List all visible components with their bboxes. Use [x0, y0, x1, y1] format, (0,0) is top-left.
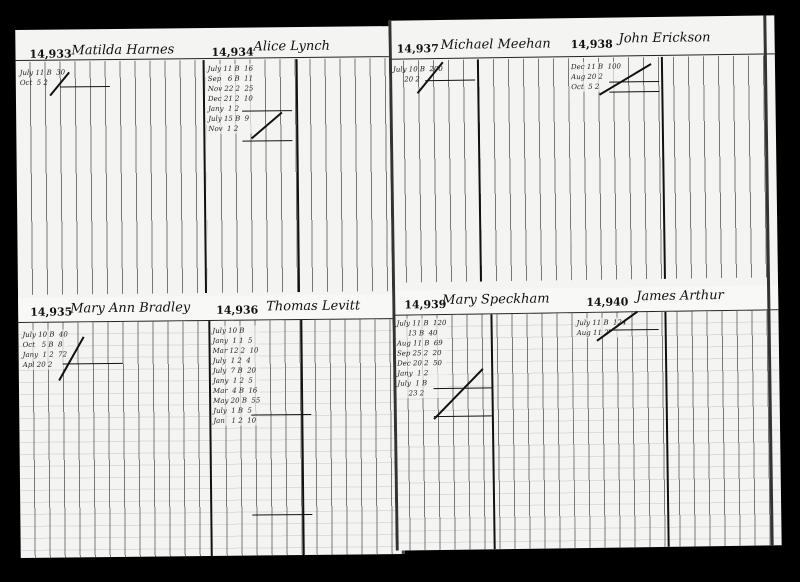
- account-number: 14,935: [30, 305, 73, 319]
- account-number: 14,938: [570, 37, 613, 52]
- account-holder-name: Thomas Levitt: [266, 298, 361, 315]
- account-entries: July 11 B 16 Sep 6 B 11 Nov 22 2 25 Dec …: [207, 63, 254, 135]
- account-14936: 14,936 Thomas Levitt July 10 B Jany 1 1 …: [210, 288, 405, 556]
- ledger-upper-section: 14,933 Matilda Harnes July 11 B 30 Oct 5…: [15, 26, 402, 296]
- account-number: 14,940: [586, 295, 629, 309]
- ledger-lower-section: 14,935 Mary Ann Bradley July 10 B 40 Oct…: [18, 288, 405, 558]
- account-holder-name: Alice Lynch: [253, 38, 331, 55]
- account-entries: July 10 B 40 Oct 5 B 8 Jany 1 2 72 Apl 2…: [22, 329, 69, 370]
- account-14940: 14,940 James Arthur July 11 B 124 Aug 11…: [572, 273, 782, 549]
- account-entries: July 10 B 200 20 2: [392, 64, 443, 84]
- ledger-upper-section: 14,937 Michael Meehan July 10 B 200 20 2…: [388, 15, 778, 283]
- account-number: 14,933: [29, 47, 72, 61]
- ledger-lower-section: 14,939 Mary Speckham July 11 B 120 13 B …: [392, 273, 782, 551]
- account-14933: 14,933 Matilda Harnes July 11 B 30 Oct 5…: [15, 28, 209, 296]
- account-number: 14,934: [211, 45, 254, 59]
- account-14934: 14,934 Alice Lynch July 11 B 16 Sep 6 B …: [205, 26, 402, 294]
- account-holder-name: Mary Ann Bradley: [70, 300, 191, 317]
- account-14935: 14,935 Mary Ann Bradley July 10 B 40 Oct…: [18, 290, 211, 558]
- account-number: 14,936: [216, 303, 259, 317]
- account-holder-name: Michael Meehan: [440, 36, 551, 53]
- account-entries: Dec 11 B 100 Aug 20 2 Oct 5 2: [570, 61, 622, 93]
- account-number: 14,937: [396, 42, 439, 56]
- ledger-right-page: 14,937 Michael Meehan July 10 B 200 20 2…: [388, 15, 782, 551]
- account-14939: 14,939 Mary Speckham July 11 B 120 13 B …: [392, 276, 576, 551]
- account-number: 14,939: [404, 297, 447, 312]
- account-holder-name: Matilda Harnes: [71, 42, 175, 59]
- account-holder-name: John Erickson: [618, 30, 711, 47]
- account-14938: 14,938 John Erickson Dec 11 B 100 Aug 20…: [568, 15, 778, 281]
- account-holder-name: James Arthur: [636, 288, 724, 305]
- account-entries: July 10 B Jany 1 1 5 Mar 12 2 10 July 1 …: [212, 325, 261, 426]
- ledger-left-page: 14,933 Matilda Harnes July 11 B 30 Oct 5…: [15, 26, 405, 558]
- account-entries: July 11 B 120 13 B 40 Aug 11 B 69 Sep 25…: [396, 317, 448, 399]
- account-holder-name: Mary Speckham: [442, 291, 550, 308]
